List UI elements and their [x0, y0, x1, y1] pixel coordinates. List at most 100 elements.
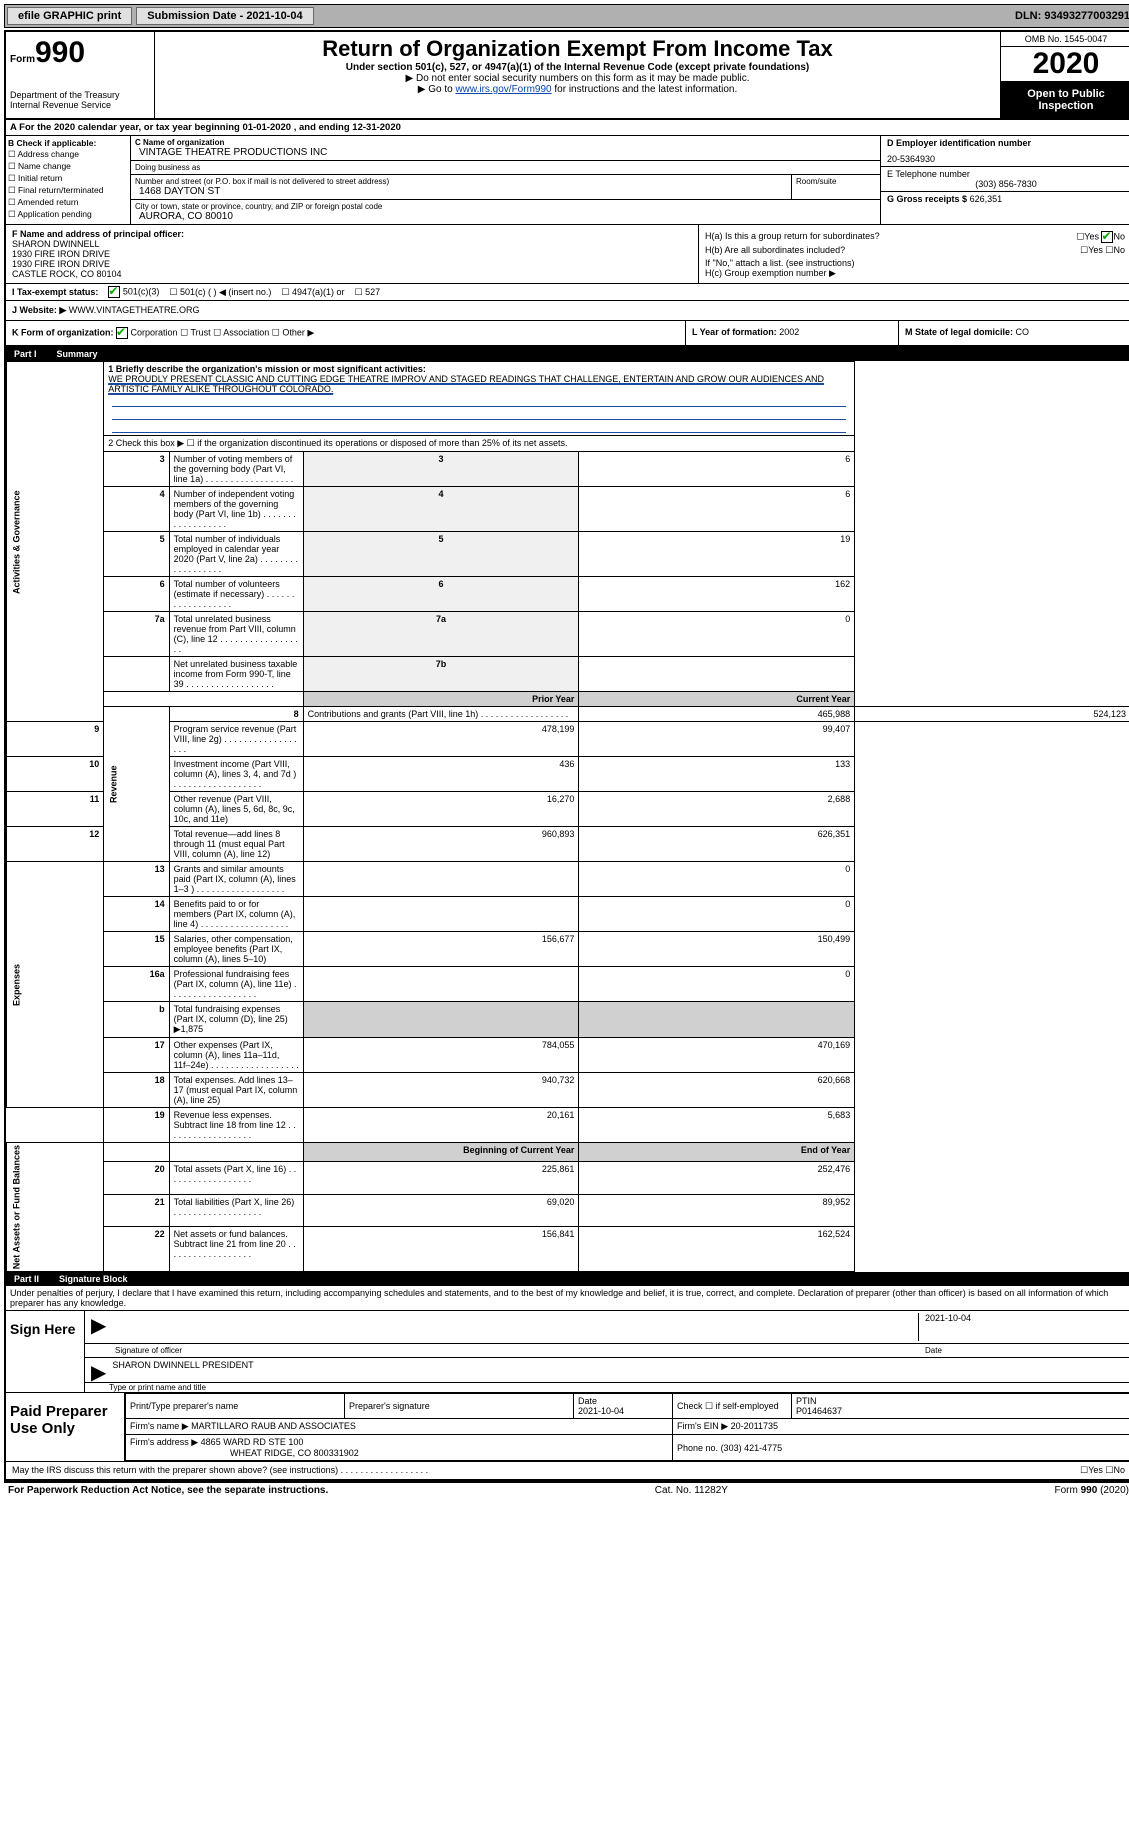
ptin-value: P01464637	[796, 1406, 842, 1416]
ha-no-check[interactable]	[1101, 231, 1113, 243]
rev-row: 12Total revenue—add lines 8 through 11 (…	[7, 827, 1129, 862]
mission-text: WE PROUDLY PRESENT CLASSIC AND CUTTING E…	[108, 374, 824, 395]
chk-501c3[interactable]	[108, 286, 120, 298]
discuss-row: May the IRS discuss this return with the…	[6, 1461, 1129, 1479]
m-value: CO	[1016, 327, 1030, 337]
box-b: B Check if applicable: ☐ Address change …	[6, 136, 131, 224]
page-footer: For Paperwork Reduction Act Notice, see …	[4, 1481, 1129, 1498]
hb-no[interactable]: No	[1113, 245, 1125, 255]
chk-address[interactable]: Address change	[18, 149, 79, 159]
opt-501c3: 501(c)(3)	[123, 286, 160, 296]
note2-post: for instructions and the latest informat…	[552, 84, 738, 95]
dln-label: DLN: 93493277003291	[1015, 10, 1129, 22]
dept-label: Department of the Treasury Internal Reve…	[10, 90, 150, 110]
box-f: F Name and address of principal officer:…	[6, 225, 699, 283]
room-label: Room/suite	[796, 177, 876, 186]
top-toolbar: efile GRAPHIC print Submission Date - 20…	[4, 4, 1129, 28]
footer-left: For Paperwork Reduction Act Notice, see …	[8, 1485, 328, 1496]
header-right: OMB No. 1545-0047 2020 Open to Public In…	[1000, 32, 1129, 118]
preparer-table: Print/Type preparer's name Preparer's si…	[125, 1393, 1129, 1461]
gov-row: 7aTotal unrelated business revenue from …	[7, 612, 1129, 657]
opt-527[interactable]: 527	[365, 287, 380, 297]
chk-amended[interactable]: Amended return	[18, 197, 79, 207]
sig-officer-label: Signature of officer	[91, 1346, 925, 1355]
ha-label: H(a) Is this a group return for subordin…	[705, 231, 880, 243]
firm-phone-label: Phone no.	[677, 1443, 718, 1453]
row-a-tax-year: A For the 2020 calendar year, or tax yea…	[6, 120, 1129, 136]
box-h: H(a) Is this a group return for subordin…	[699, 225, 1129, 283]
officer-line0: SHARON DWINNELL	[12, 239, 692, 249]
exp-row: 19Revenue less expenses. Subtract line 1…	[7, 1108, 1129, 1143]
hb-yes[interactable]: Yes	[1088, 245, 1103, 255]
chk-name[interactable]: Name change	[18, 161, 71, 171]
rev-row: 9Program service revenue (Part VIII, lin…	[7, 722, 1129, 757]
rev-row: 11Other revenue (Part VIII, column (A), …	[7, 792, 1129, 827]
part2-header: Part II Signature Block	[6, 1272, 1129, 1286]
exp-row: 17Other expenses (Part IX, column (A), l…	[7, 1038, 1129, 1073]
form-number: 990	[35, 36, 85, 69]
side-expenses: Expenses	[7, 862, 104, 1108]
form-label: Form	[10, 54, 35, 65]
ha-no: No	[1113, 231, 1125, 241]
name-title-label: Type or print name and title	[85, 1383, 1129, 1392]
prep-sig-label: Preparer's signature	[345, 1394, 574, 1419]
firm-name: MARTILLARO RAUB AND ASSOCIATES	[191, 1421, 356, 1431]
paid-preparer-label: Paid Preparer Use Only	[6, 1393, 125, 1461]
row-j-website: J Website: ▶ WWW.VINTAGETHEATRE.ORG	[6, 301, 1129, 321]
form-header: Form990 Department of the Treasury Inter…	[6, 32, 1129, 120]
efile-btn[interactable]: efile GRAPHIC print	[7, 7, 132, 25]
firm-ein-label: Firm's EIN ▶	[677, 1421, 728, 1431]
chk-final[interactable]: Final return/terminated	[18, 185, 104, 195]
gross-value: 626,351	[970, 194, 1003, 204]
sign-here-block: Sign Here ▶ 2021-10-04 Signature of offi…	[6, 1311, 1129, 1392]
opt-501c[interactable]: 501(c) ( ) ◀ (insert no.)	[180, 287, 271, 297]
side-governance: Activities & Governance	[7, 362, 104, 722]
opt-4947[interactable]: 4947(a)(1) or	[292, 287, 345, 297]
opt-trust[interactable]: Trust	[190, 327, 210, 337]
phone-label: E Telephone number	[887, 169, 1125, 179]
line1-label: 1 Briefly describe the organization's mi…	[108, 364, 426, 374]
part2-label: Part II	[14, 1274, 59, 1284]
row-klm: K Form of organization: Corporation ☐ Tr…	[6, 321, 1129, 347]
ha-yes[interactable]: Yes	[1084, 231, 1099, 241]
section-bcdeg: B Check if applicable: ☐ Address change …	[6, 136, 1129, 225]
na-row: 22Net assets or fund balances. Subtract …	[7, 1226, 1129, 1271]
officer-name-title: SHARON DWINNELL PRESIDENT	[112, 1360, 253, 1380]
ein-value: 20-5364930	[887, 154, 1125, 164]
chk-corp[interactable]	[116, 327, 128, 339]
exp-row: 14Benefits paid to or for members (Part …	[7, 897, 1129, 932]
opt-assoc[interactable]: Association	[223, 327, 269, 337]
discuss-no[interactable]: No	[1113, 1465, 1125, 1475]
prep-date-value: 2021-10-04	[578, 1406, 624, 1416]
officer-line2: 1930 FIRE IRON DRIVE	[12, 259, 692, 269]
exp-row: 18Total expenses. Add lines 13–17 (must …	[7, 1073, 1129, 1108]
discuss-question: May the IRS discuss this return with the…	[12, 1465, 428, 1476]
form-container: Form990 Department of the Treasury Inter…	[4, 30, 1129, 1481]
na-row: 20Total assets (Part X, line 16)225,8612…	[7, 1162, 1129, 1194]
part1-header: Part I Summary	[6, 347, 1129, 361]
discuss-yes[interactable]: Yes	[1088, 1465, 1103, 1475]
form-note1: ▶ Do not enter social security numbers o…	[159, 73, 996, 84]
submission-date-btn[interactable]: Submission Date - 2021-10-04	[136, 7, 313, 25]
irs-link[interactable]: www.irs.gov/Form990	[455, 84, 551, 95]
prep-selfemp[interactable]: Check ☐ if self-employed	[673, 1394, 792, 1419]
officer-label: F Name and address of principal officer:	[12, 229, 692, 239]
arrow-icon: ▶	[91, 1313, 106, 1341]
gov-row: 4Number of independent voting members of…	[7, 487, 1129, 532]
m-label: M State of legal domicile:	[905, 327, 1013, 337]
chk-pending[interactable]: Application pending	[18, 209, 92, 219]
street-value: 1468 DAYTON ST	[135, 186, 787, 197]
gov-row: 5Total number of individuals employed in…	[7, 532, 1129, 577]
footer-mid: Cat. No. 11282Y	[655, 1485, 728, 1496]
chk-initial[interactable]: Initial return	[18, 173, 62, 183]
header-center: Return of Organization Exempt From Incom…	[155, 32, 1000, 118]
gov-row: 6Total number of volunteers (estimate if…	[7, 577, 1129, 612]
phone-value: (303) 856-7830	[887, 179, 1125, 189]
org-name: VINTAGE THEATRE PRODUCTIONS INC	[135, 147, 876, 158]
note2-pre: ▶ Go to	[418, 84, 456, 95]
sig-date-label: Date	[925, 1346, 1125, 1355]
box-c: C Name of organization VINTAGE THEATRE P…	[131, 136, 880, 224]
opt-corp: Corporation	[131, 327, 178, 337]
line2: 2 Check this box ▶ ☐ if the organization…	[104, 436, 855, 452]
opt-other[interactable]: Other ▶	[282, 327, 314, 337]
